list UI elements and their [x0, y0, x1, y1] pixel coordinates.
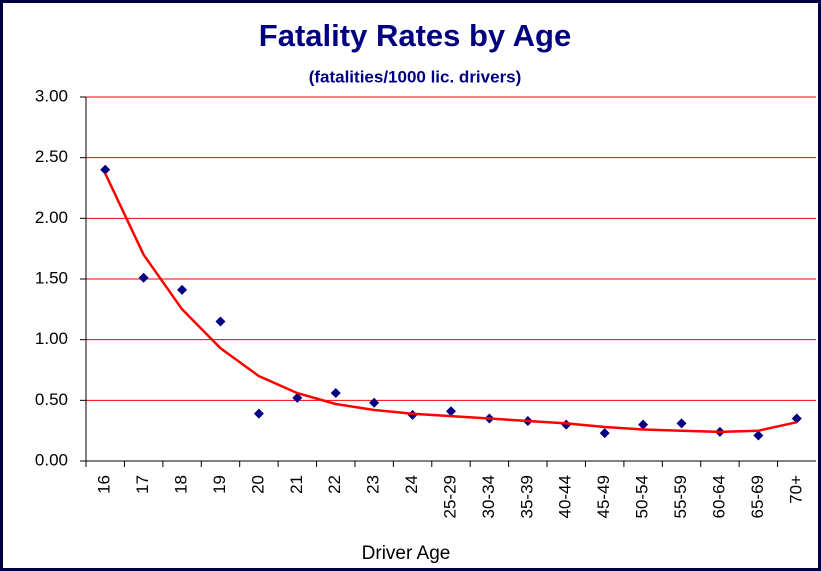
x-tick-label: 35-39 — [517, 475, 536, 518]
y-tick-label: 0.00 — [35, 450, 68, 469]
data-point — [138, 272, 149, 283]
x-tick-label: 23 — [364, 475, 383, 494]
data-point — [753, 430, 764, 441]
trend-line — [104, 172, 798, 434]
x-tick-label: 25-29 — [440, 475, 459, 518]
data-point — [791, 413, 802, 424]
chart-title: Fatality Rates by Age — [259, 18, 571, 53]
data-point — [599, 428, 610, 439]
y-tick-label: 0.50 — [35, 390, 68, 409]
data-point — [253, 408, 264, 419]
y-tick-label: 3.00 — [35, 86, 68, 105]
x-tick-label: 20 — [248, 475, 267, 494]
x-tick-label: 40-44 — [556, 475, 575, 518]
x-tick-label: 18 — [172, 475, 191, 494]
x-tick-label: 65-69 — [748, 475, 767, 518]
data-point — [100, 164, 111, 175]
x-tick-label: 30-34 — [479, 475, 498, 518]
y-tick-label: 1.00 — [35, 329, 68, 348]
x-tick-label: 19 — [210, 475, 229, 494]
x-tick-label: 17 — [133, 475, 152, 494]
x-tick-label: 24 — [402, 475, 421, 494]
y-tick-label: 2.50 — [35, 147, 68, 166]
data-point — [638, 419, 649, 430]
x-tick-label: 21 — [287, 475, 306, 494]
y-tick-label: 2.00 — [35, 208, 68, 227]
y-tick-label: 1.50 — [35, 268, 68, 287]
data-point — [369, 397, 380, 408]
x-tick-label: 45-49 — [594, 475, 613, 518]
x-tick-label: 22 — [325, 475, 344, 494]
data-point — [330, 388, 341, 399]
data-point — [446, 406, 456, 417]
data-point — [215, 316, 226, 327]
x-tick-label: 16 — [95, 475, 114, 494]
chart-subtitle: (fatalities/1000 lic. drivers) — [309, 67, 522, 86]
x-tick-label: 60-64 — [709, 475, 728, 518]
data-point — [292, 392, 303, 403]
x-tick-label: 70+ — [786, 475, 805, 504]
data-point — [676, 418, 687, 429]
x-axis-label: Driver Age — [362, 543, 451, 564]
x-tick-label: 55-59 — [671, 475, 690, 518]
x-tick-label: 50-54 — [633, 475, 652, 518]
data-point — [177, 284, 188, 295]
